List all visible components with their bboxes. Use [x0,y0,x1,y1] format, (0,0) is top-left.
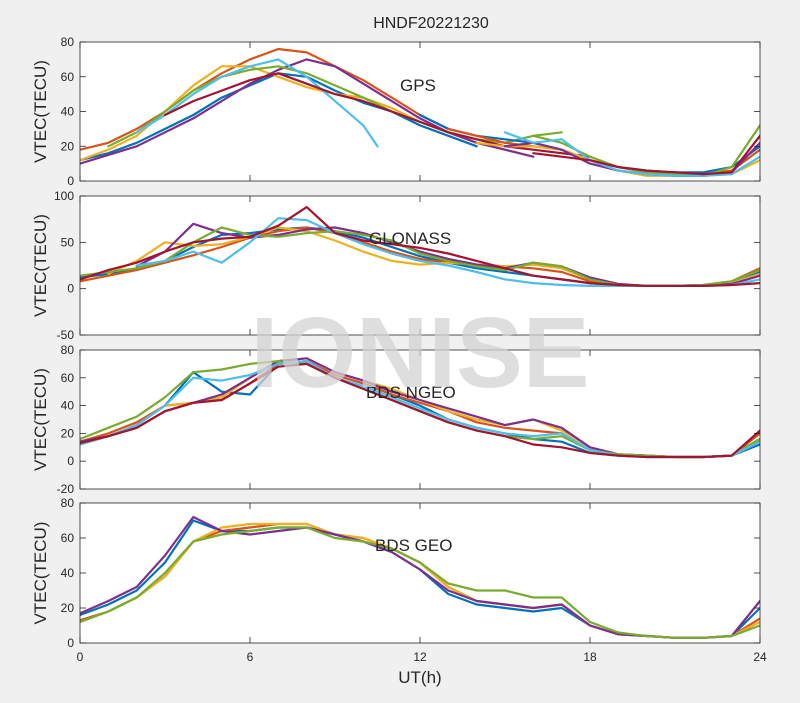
panel-label-gps: GPS [400,76,436,95]
series-line [80,58,535,165]
x-tick-label: 6 [247,650,254,664]
y-tick-label: 60 [61,371,75,385]
plot-area [80,42,760,181]
y-tick-label: 20 [61,601,75,615]
panel-label-glonass: GLONASS [369,229,451,248]
y-tick-label: -50 [57,328,75,342]
y-axis-label: VTEC(TECU) [31,522,50,625]
x-axis-label: UT(h) [398,668,441,687]
series-line [163,72,592,158]
y-tick-label: 80 [61,343,75,357]
y-axis-label: VTEC(TECU) [31,60,50,163]
x-tick-label: 12 [413,650,427,664]
y-tick-label: 80 [61,35,75,49]
y-tick-label: 50 [61,235,75,249]
panel-2: -50 0 50 100 VTEC(TECU) GLONASS [31,189,761,342]
panel-label-bds-ngeo: BDS NGEO [366,383,456,402]
panel-4: 0 6 12 18 24 0 20 40 60 80 VTEC(TECU) BDS GEO [31,496,767,664]
panel-3: -20 0 20 40 60 80 VTEC(TECU) BDS NGEO [31,343,761,496]
y-tick-label: 40 [61,105,75,119]
plot-area [80,503,760,643]
panel-1: 0 20 40 60 80 VTEC(TECU) GPS [31,35,761,188]
x-tick-label: 24 [753,650,767,664]
series-line [80,526,760,639]
y-tick-label: -20 [57,482,75,496]
y-axis-label: VTEC(TECU) [31,368,50,471]
x-tick-label: 0 [77,650,84,664]
y-tick-label: 20 [61,139,75,153]
series-line [532,134,760,176]
y-tick-label: 40 [61,566,75,580]
series-line [135,58,379,148]
series-line [80,362,760,459]
figure-title: HNDF20221230 [373,15,489,32]
series-line [80,206,760,287]
y-tick-label: 40 [61,399,75,413]
y-axis-label: VTEC(TECU) [31,214,50,317]
y-tick-label: 0 [67,282,74,296]
y-tick-label: 60 [61,531,75,545]
y-tick-label: 80 [61,496,75,510]
y-tick-label: 0 [67,636,74,650]
y-tick-label: 0 [67,454,74,468]
series-group [80,357,760,459]
y-tick-label: 20 [61,426,75,440]
series-group [80,515,760,639]
series-line [80,47,450,151]
panel-label-bds-geo: BDS GEO [375,536,452,555]
y-tick-label: 0 [67,174,74,188]
x-tick-label: 18 [583,650,597,664]
series-group [80,206,760,287]
series-line [107,65,563,148]
y-tick-label: 60 [61,70,75,84]
watermark: IONISE [251,297,590,409]
y-tick-label: 100 [54,189,74,203]
series-group [80,47,760,177]
series-line [503,131,760,177]
